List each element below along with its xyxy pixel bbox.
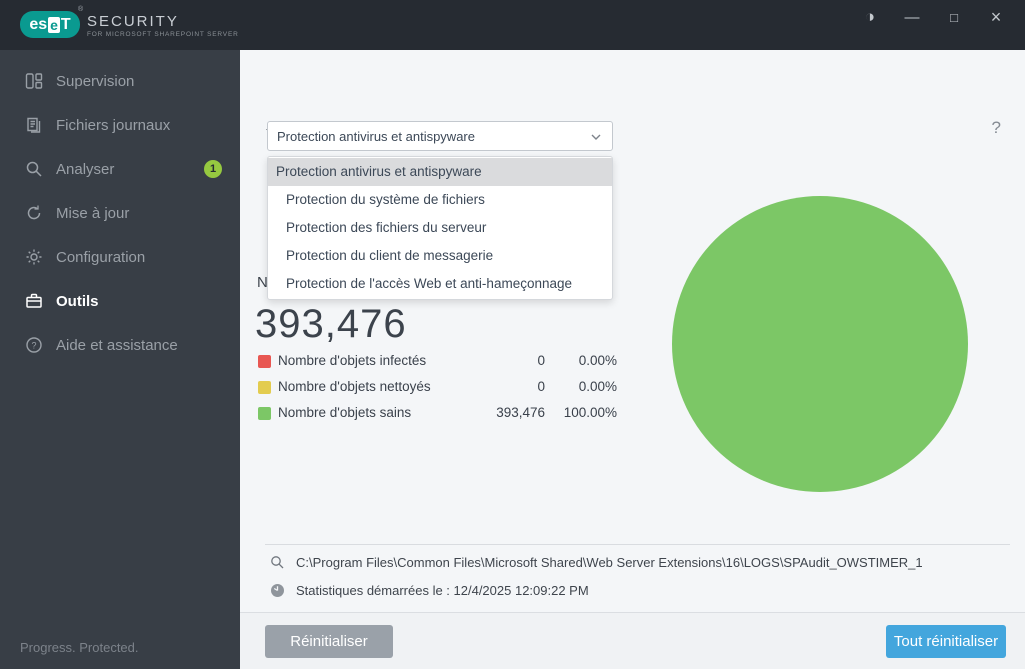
sidebar-item-label: Mise à jour <box>56 204 130 222</box>
legend-label: Nombre d'objets sains <box>278 405 412 420</box>
briefcase-icon <box>24 292 43 311</box>
protection-type-select[interactable]: Protection antivirus et antispyware <box>267 121 613 151</box>
dropdown-option-fichiers-serveur[interactable]: Protection des fichiers du serveur <box>286 220 487 235</box>
protection-pie-chart <box>672 196 968 492</box>
help-circle-icon: ? <box>24 336 43 355</box>
sidebar-item-mise-a-jour[interactable]: Mise à jour <box>0 191 240 235</box>
legend-value: 0 <box>537 379 545 394</box>
log-files-icon <box>24 116 43 135</box>
title-bar: es e T ® SECURITY FOR MICROSOFT SHAREPOINT… <box>0 0 1025 50</box>
sidebar-item-label: Configuration <box>56 248 146 266</box>
legend-percent: 0.00% <box>578 353 617 368</box>
dropdown-option-antivirus[interactable]: Protection antivirus et antispyware <box>268 158 612 186</box>
legend-percent: 0.00% <box>578 379 617 394</box>
registered-mark: ® <box>78 6 84 13</box>
minimize-icon[interactable]: — <box>904 8 920 26</box>
eset-logo-boxed-letter: e <box>48 16 60 33</box>
sidebar-nav: Supervision Fichiers journaux <box>0 50 240 367</box>
log-path-row: C:\Program Files\Common Files\Microsoft … <box>270 554 923 570</box>
magnifier-icon <box>270 554 286 570</box>
sidebar-item-aide[interactable]: ? Aide et assistance <box>0 323 240 367</box>
dashboard-icon <box>24 72 43 91</box>
close-icon[interactable]: × <box>990 6 1002 27</box>
legend-row-clean: Nombre d'objets sains 393,476 100.00% <box>258 405 617 431</box>
legend-row-infected: Nombre d'objets infectés 0 0.00% <box>258 353 617 379</box>
eset-logo-tail: T <box>60 15 71 33</box>
stats-legend: Nombre d'objets infectés 0 0.00% Nombre … <box>258 353 617 431</box>
cleaned-color-swatch <box>258 381 271 394</box>
gear-icon <box>24 248 43 267</box>
clock-icon <box>270 582 286 598</box>
sidebar: Supervision Fichiers journaux <box>0 50 240 669</box>
search-icon <box>24 160 43 179</box>
eset-logo: es e T <box>20 11 80 38</box>
sidebar-item-label: Fichiers journaux <box>56 116 171 134</box>
sidebar-item-label: Aide et assistance <box>56 336 178 354</box>
maximize-icon[interactable]: □ <box>950 9 958 25</box>
dropdown-option-acces-web[interactable]: Protection de l'accès Web et anti-hameço… <box>286 276 572 291</box>
svg-text:?: ? <box>31 341 36 351</box>
dropdown-option-client-messagerie[interactable]: Protection du client de messagerie <box>286 248 494 263</box>
update-refresh-icon <box>24 204 43 223</box>
chevron-down-icon <box>590 131 602 143</box>
stats-started-row: Statistiques démarrées le : 12/4/2025 12… <box>270 582 589 598</box>
help-icon[interactable]: ? <box>991 118 1001 137</box>
window-controls: ◑ — □ × <box>849 0 1017 34</box>
legend-value: 0 <box>537 353 545 368</box>
sidebar-item-fichiers-journaux[interactable]: Fichiers journaux <box>0 103 240 147</box>
dropdown-option-systeme-fichiers[interactable]: Protection du système de fichiers <box>286 192 485 207</box>
reset-button[interactable]: Réinitialiser <box>265 625 393 658</box>
main-content: ◀ Statistiques de protection ? Nombre to… <box>240 50 1025 669</box>
legend-value: 393,476 <box>496 405 545 420</box>
footer-divider <box>265 544 1010 545</box>
sidebar-item-outils[interactable]: Outils <box>0 279 240 323</box>
clean-color-swatch <box>258 407 271 420</box>
log-path-text: C:\Program Files\Common Files\Microsoft … <box>296 554 923 570</box>
theme-toggle-icon[interactable]: ◑ <box>864 7 876 26</box>
legend-label: Nombre d'objets nettoyés <box>278 379 431 394</box>
infected-color-swatch <box>258 355 271 368</box>
sidebar-item-configuration[interactable]: Configuration <box>0 235 240 279</box>
legend-row-cleaned: Nombre d'objets nettoyés 0 0.00% <box>258 379 617 405</box>
eset-logo-text: es <box>29 15 48 33</box>
product-subtitle: FOR MICROSOFT SHAREPOINT SERVER <box>87 31 239 38</box>
stats-started-text: Statistiques démarrées le : 12/4/2025 12… <box>296 582 589 598</box>
sidebar-item-label: Supervision <box>56 72 135 90</box>
total-scanned-value: 393,476 <box>255 302 407 346</box>
action-bar: Réinitialiser Tout réinitialiser <box>240 612 1025 669</box>
analyser-count-badge: 1 <box>204 160 222 178</box>
protection-type-selected-value: Protection antivirus et antispyware <box>277 128 475 144</box>
sidebar-item-label: Analyser <box>56 160 115 178</box>
legend-label: Nombre d'objets infectés <box>278 353 427 368</box>
sidebar-item-analyser[interactable]: Analyser 1 <box>0 147 240 191</box>
reset-all-button[interactable]: Tout réinitialiser <box>886 625 1006 658</box>
product-name: SECURITY <box>87 13 179 30</box>
brand-tagline: Progress. Protected. <box>20 640 139 655</box>
sidebar-item-supervision[interactable]: Supervision <box>0 59 240 103</box>
legend-percent: 100.00% <box>563 405 617 420</box>
sidebar-item-label: Outils <box>56 292 99 310</box>
protection-type-dropdown: Protection antivirus et antispyware Prot… <box>267 156 613 300</box>
